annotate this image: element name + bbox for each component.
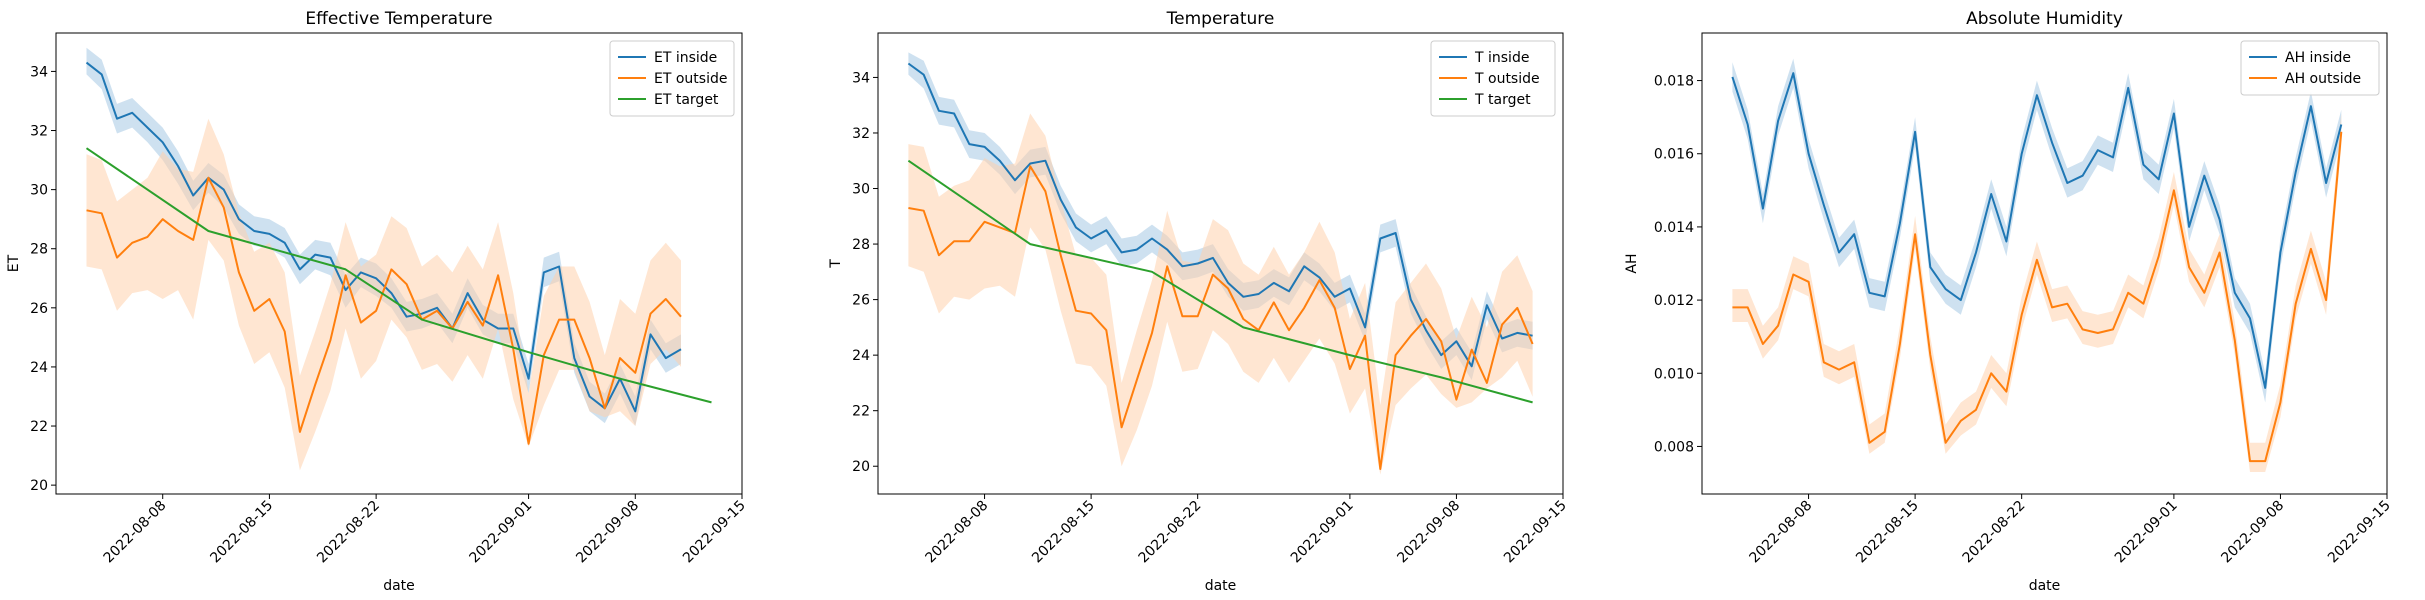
x-tick-label: 2022-08-15 bbox=[1029, 498, 1098, 567]
x-tick-label: 2022-08-08 bbox=[1747, 498, 1816, 567]
x-tick-label: 2022-09-01 bbox=[1288, 498, 1357, 567]
y-tick-label: 20 bbox=[852, 459, 870, 475]
x-tick-label: 2022-08-08 bbox=[101, 498, 170, 567]
x-tick-label: 2022-09-15 bbox=[1501, 498, 1570, 567]
legend-label: ET target bbox=[654, 92, 719, 108]
axes-frame bbox=[1701, 32, 2388, 495]
series-line-et-inside bbox=[85, 61, 682, 413]
legend: T inside T outside T target bbox=[1430, 40, 1556, 117]
y-tick-label: 24 bbox=[852, 348, 870, 364]
y-tick-label: 30 bbox=[30, 183, 48, 199]
x-tick-label: 2022-08-08 bbox=[923, 498, 992, 567]
y-tick-label: 0.008 bbox=[1654, 439, 1694, 455]
y-tick-label: 0.012 bbox=[1654, 293, 1694, 309]
x-tick-label: 2022-09-01 bbox=[2112, 498, 2181, 567]
legend-label: AH outside bbox=[2285, 71, 2361, 87]
x-tick-label: 2022-09-08 bbox=[573, 498, 642, 567]
x-axis-label: date bbox=[2029, 578, 2061, 594]
x-axis-label: date bbox=[1205, 578, 1237, 594]
series-line-ah-inside bbox=[1731, 72, 2343, 389]
y-tick-label: 32 bbox=[30, 124, 48, 140]
y-tick-label: 0.014 bbox=[1654, 220, 1694, 236]
confidence-band-t-outside bbox=[908, 113, 1533, 475]
y-axis-label: ET bbox=[6, 254, 22, 272]
x-tick-label: 2022-08-22 bbox=[314, 498, 383, 567]
legend-label: ET outside bbox=[654, 71, 727, 87]
axes-frame bbox=[55, 32, 743, 495]
legend-label: T outside bbox=[1474, 71, 1540, 87]
x-tick-label: 2022-09-01 bbox=[467, 498, 536, 567]
x-tick-label: 2022-09-08 bbox=[2218, 498, 2287, 567]
legend: ET inside ET outside ET target bbox=[609, 40, 735, 117]
y-tick-label: 28 bbox=[852, 237, 870, 253]
y-tick-label: 0.018 bbox=[1654, 74, 1694, 90]
y-tick-label: 20 bbox=[30, 478, 48, 494]
x-tick-label: 2022-09-08 bbox=[1394, 498, 1463, 567]
y-tick-label: 26 bbox=[852, 293, 870, 309]
y-tick-label: 0.010 bbox=[1654, 366, 1694, 382]
y-tick-label: 0.016 bbox=[1654, 147, 1694, 163]
legend-label: ET inside bbox=[654, 50, 717, 66]
x-tick-label: 2022-09-15 bbox=[680, 498, 749, 567]
chart-title: Effective Temperature bbox=[305, 9, 492, 29]
series-line-t-inside bbox=[907, 62, 1533, 368]
y-tick-label: 26 bbox=[30, 301, 48, 317]
y-tick-label: 24 bbox=[30, 360, 48, 376]
y-tick-label: 28 bbox=[30, 242, 48, 258]
y-axis-label: AH bbox=[1624, 253, 1640, 273]
legend-box bbox=[1430, 40, 1556, 117]
chart-panel-2: 20 22 24 26 28 30 32 34 2022-08-08 2022-08-15 2022… bbox=[828, 9, 1570, 594]
confidence-band-ah-inside bbox=[1732, 58, 2342, 403]
legend-box bbox=[2240, 40, 2380, 96]
legend: AH inside AH outside bbox=[2240, 40, 2380, 96]
series-line-et-outside bbox=[86, 176, 682, 445]
legend-label: T inside bbox=[1474, 50, 1529, 66]
y-tick-label: 22 bbox=[30, 419, 48, 435]
legend-box bbox=[609, 40, 735, 117]
chart-title: Temperature bbox=[1166, 9, 1275, 29]
x-tick-label: 2022-08-15 bbox=[1853, 498, 1922, 567]
series-line-et-target bbox=[85, 147, 712, 404]
y-tick-label: 34 bbox=[30, 64, 48, 80]
y-axis-label: T bbox=[828, 259, 844, 269]
x-tick-label: 2022-08-22 bbox=[1136, 498, 1205, 567]
x-tick-label: 2022-08-22 bbox=[1960, 498, 2029, 567]
x-tick-label: 2022-08-15 bbox=[207, 498, 276, 567]
axes-frame bbox=[877, 32, 1564, 495]
chart-panel-3: 0.008 0.010 0.012 0.014 0.016 0.018 2022-08-08… bbox=[1624, 9, 2394, 594]
x-axis-label: date bbox=[383, 578, 415, 594]
legend-label: T target bbox=[1474, 92, 1531, 108]
chart-title: Absolute Humidity bbox=[1966, 9, 2123, 29]
x-tick-label: 2022-09-15 bbox=[2325, 498, 2394, 567]
y-tick-label: 32 bbox=[852, 126, 870, 142]
legend-label: AH inside bbox=[2285, 50, 2351, 66]
y-tick-label: 30 bbox=[852, 182, 870, 198]
series-line-ah-outside bbox=[1732, 131, 2343, 463]
chart-panel-1: 20 22 24 26 28 30 32 34 2022-08-08 2022-08-15 2022… bbox=[6, 9, 749, 594]
y-tick-label: 34 bbox=[852, 70, 870, 86]
confidence-band-ah-outside bbox=[1732, 113, 2342, 472]
series-line-t-target bbox=[907, 159, 1533, 404]
y-tick-label: 22 bbox=[852, 404, 870, 420]
